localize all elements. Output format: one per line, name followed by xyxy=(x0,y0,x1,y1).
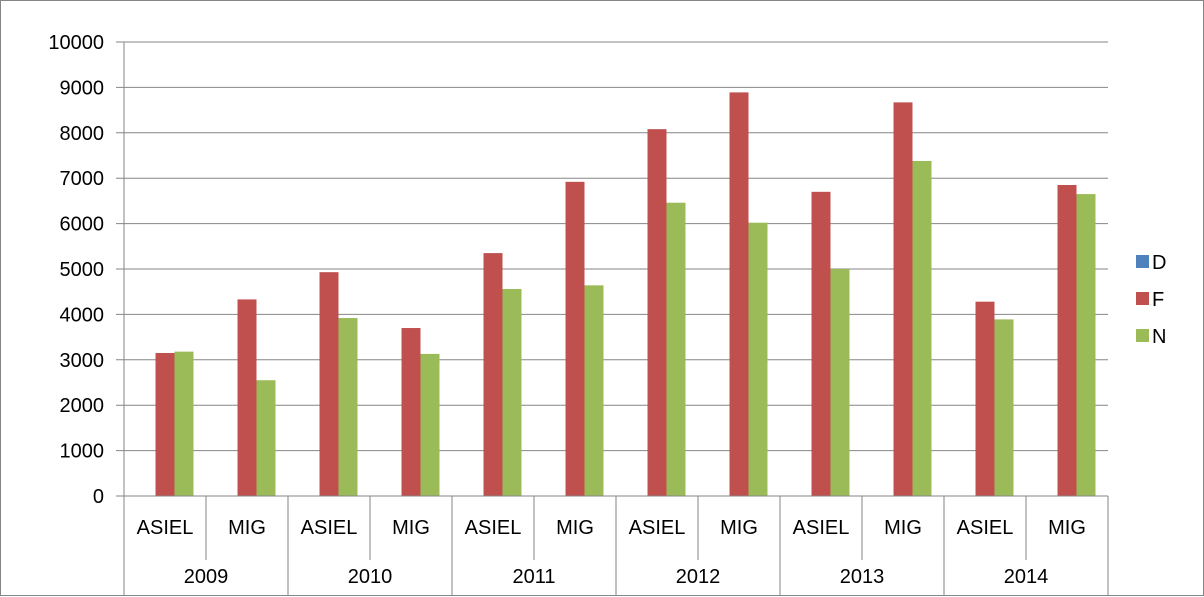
bar-f xyxy=(647,129,667,496)
legend-swatch-f xyxy=(1136,292,1149,305)
bars xyxy=(155,92,1096,497)
x-category-label: MIG xyxy=(556,517,594,539)
x-category-label: MIG xyxy=(720,517,758,539)
legend-label-f: F xyxy=(1152,289,1164,311)
x-category-label: ASIEL xyxy=(629,517,686,539)
x-category-label: ASIEL xyxy=(465,517,522,539)
bar-n xyxy=(420,353,440,496)
bar-f xyxy=(975,301,995,496)
x-group-label: 2013 xyxy=(840,566,885,588)
y-tick-label: 9000 xyxy=(60,77,105,99)
bar-n xyxy=(994,319,1014,496)
x-group-label: 2010 xyxy=(348,566,393,588)
bar-n xyxy=(174,351,194,496)
bar-f xyxy=(893,102,913,496)
bar-n xyxy=(912,160,932,496)
y-tick-label: 5000 xyxy=(60,259,105,281)
y-tick-label: 4000 xyxy=(60,304,105,326)
bar-f xyxy=(319,272,339,496)
x-category-label: MIG xyxy=(884,517,922,539)
x-group-label: 2014 xyxy=(1004,566,1049,588)
bar-f xyxy=(237,299,257,496)
bar-n xyxy=(502,288,522,496)
x-category-label: ASIEL xyxy=(957,517,1014,539)
legend-swatch-n xyxy=(1136,329,1149,342)
bar-f xyxy=(1057,185,1077,496)
y-tick-label: 1000 xyxy=(60,441,105,463)
bar-f xyxy=(401,328,421,496)
y-tick-label: 3000 xyxy=(60,350,105,372)
x-group-label: 2012 xyxy=(676,566,721,588)
y-tick-label: 0 xyxy=(93,486,104,508)
bar-f xyxy=(811,191,831,496)
x-axis: ASIEL MIG ASIEL MIG ASIEL MIG ASIEL MIG ASIEL MIG… xyxy=(123,495,1109,595)
gridlines xyxy=(116,41,1108,497)
x-category-label: MIG xyxy=(228,517,266,539)
x-category-label: MIG xyxy=(392,517,430,539)
x-group-label: 2009 xyxy=(184,566,229,588)
y-tick-label: 10000 xyxy=(48,32,104,54)
bar-n xyxy=(666,202,686,496)
bar-n xyxy=(830,269,850,496)
legend-label-d: D xyxy=(1152,252,1166,274)
y-tick-label: 6000 xyxy=(60,214,105,236)
bar-n xyxy=(584,285,604,496)
bar-f xyxy=(155,352,175,496)
bar-n xyxy=(256,380,276,496)
legend-label-n: N xyxy=(1152,326,1166,348)
bar-n xyxy=(748,222,768,496)
bar-n xyxy=(338,318,358,496)
y-tick-label: 7000 xyxy=(60,168,105,190)
y-axis-ticks: 0 1000 2000 3000 4000 5000 6000 7000 8000 9000 100… xyxy=(48,32,104,508)
legend: DFN xyxy=(1136,252,1166,348)
y-tick-label: 8000 xyxy=(60,123,105,145)
bar-f xyxy=(565,181,585,496)
x-category-label: ASIEL xyxy=(137,517,194,539)
bar-f xyxy=(483,253,503,496)
legend-swatch-d xyxy=(1136,255,1149,268)
x-category-label: ASIEL xyxy=(301,517,358,539)
x-category-label: ASIEL xyxy=(793,517,850,539)
bar-n xyxy=(1076,194,1096,496)
bar-f xyxy=(729,92,749,497)
x-group-label: 2011 xyxy=(512,566,555,588)
x-category-label: MIG xyxy=(1048,517,1086,539)
y-tick-label: 2000 xyxy=(60,395,105,417)
